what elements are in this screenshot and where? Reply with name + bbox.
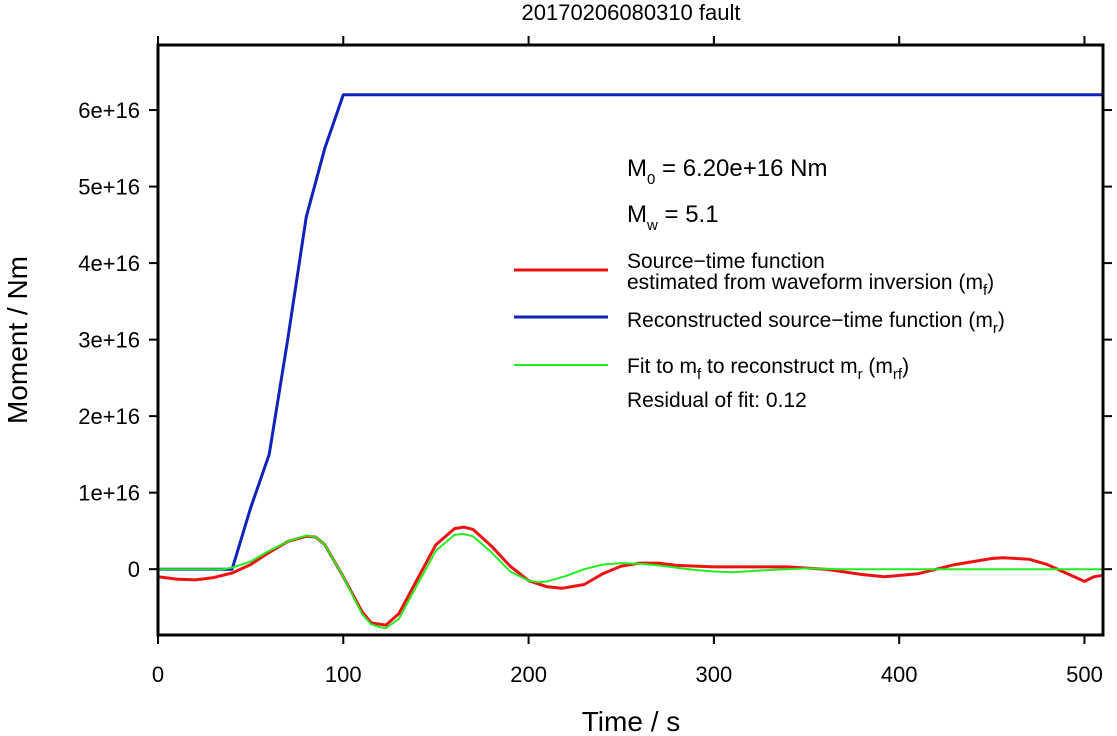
series-layer: [157, 93, 1104, 630]
chart-title: 20170206080310 fault: [522, 0, 741, 25]
y-axis-ticks: 0 1e+16 2e+16 3e+16 4e+16 5e+16 6e+16: [78, 98, 1112, 582]
m0-annotation: M0 = 6.20e+16 Nm: [627, 155, 827, 188]
series-line-mr: [158, 93, 1103, 571]
x-axis-title: Time / s: [582, 706, 681, 736]
legend-label-mr: Reconstructed source−time function (mr): [627, 309, 1005, 337]
y-axis-title: Moment / Nm: [2, 256, 33, 424]
series-line-mrf: [158, 533, 1103, 630]
x-tick-label: 500: [1066, 662, 1103, 687]
y-tick-label: 4e+16: [78, 251, 140, 276]
x-tick-label: 100: [325, 662, 362, 687]
x-tick-label: 300: [696, 662, 733, 687]
y-tick-label: 1e+16: [78, 481, 140, 506]
legend-label-mf-line1: Source−time function: [627, 250, 825, 273]
y-tick-label: 0: [128, 557, 140, 582]
y-tick-label: 2e+16: [78, 404, 140, 429]
residual-annotation: Residual of fit: 0.12: [627, 389, 807, 412]
legend: Source−time function estimated from wave…: [514, 250, 1005, 412]
x-tick-label: 200: [510, 662, 547, 687]
y-tick-label: 6e+16: [78, 98, 140, 123]
plot-frame: [156, 43, 1105, 637]
y-tick-label: 5e+16: [78, 175, 140, 200]
mw-annotation: Mw = 5.1: [627, 201, 719, 234]
series-line-mf: [157, 525, 1104, 627]
x-tick-label: 0: [152, 662, 164, 687]
x-tick-label: 400: [881, 662, 918, 687]
legend-label-mf-line2: estimated from waveform inversion (mf): [627, 271, 994, 299]
x-axis-ticks: 0 100 200 300 400 500: [152, 36, 1103, 687]
legend-label-mrf: Fit to mf to reconstruct mr (mrf): [627, 355, 909, 383]
y-tick-label: 3e+16: [78, 328, 140, 353]
